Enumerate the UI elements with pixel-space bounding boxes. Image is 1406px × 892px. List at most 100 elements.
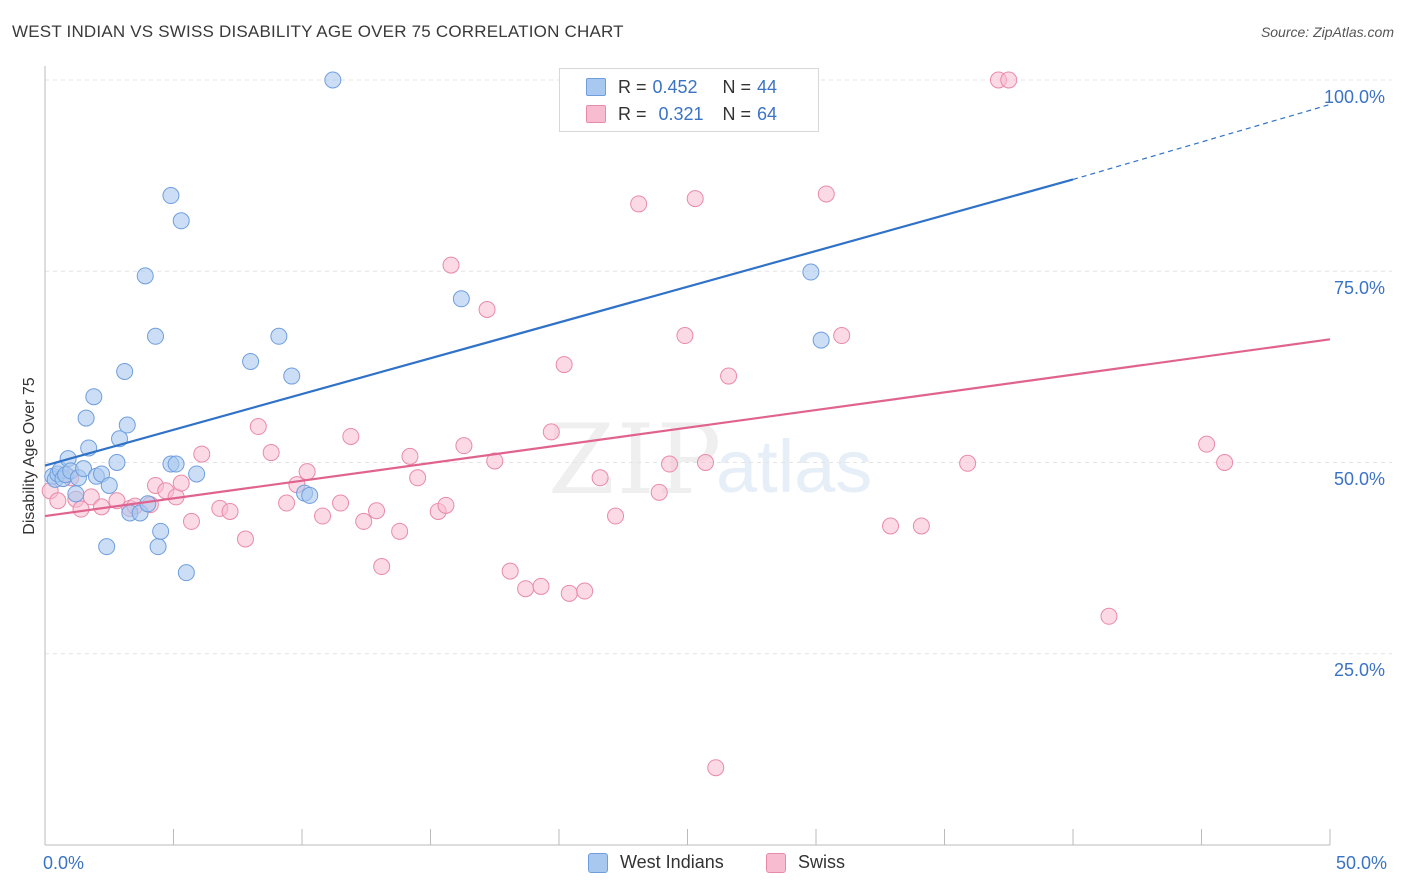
swiss-point (455, 437, 473, 455)
west-indians-point (77, 409, 95, 427)
trend-lines (44, 103, 1331, 518)
legend-label-swiss: Swiss (798, 852, 846, 872)
watermark-zip: ZIP (548, 404, 724, 516)
watermark-atlas: atlas (716, 425, 873, 508)
n-value: 64 (757, 103, 778, 124)
west-indians-point (136, 267, 154, 285)
swiss-point (532, 577, 550, 595)
swiss-point (555, 356, 573, 374)
source-label: Source: ZipAtlas.com (1260, 24, 1394, 40)
swiss-point (193, 445, 211, 463)
west-indians-point (270, 327, 288, 345)
swiss-point (959, 454, 977, 472)
r-value: 0.321 (658, 103, 704, 124)
swiss-point (661, 455, 679, 473)
west-indians-point (177, 564, 195, 582)
west-indians-point (172, 212, 190, 230)
west-indians-point (812, 331, 830, 349)
west-indians-point (67, 485, 85, 503)
west-indians-point (802, 263, 820, 281)
r-label: R = (618, 103, 647, 124)
legend-item-west-indians[interactable]: West Indians (588, 852, 724, 873)
west-indians-point (452, 290, 470, 308)
y-tick-25: 25.0% (1333, 660, 1385, 680)
west-indians-point (149, 538, 167, 556)
west-indians-point (167, 455, 185, 473)
swiss-point (236, 530, 254, 548)
n-label: N = (722, 103, 752, 124)
swiss-point (560, 584, 578, 602)
west-indians-point (118, 416, 136, 434)
x-tick-50: 50.0% (1336, 853, 1388, 873)
west-indians-point (242, 353, 260, 371)
swiss-point (342, 427, 360, 445)
y-axis-label: Disability Age Over 75 (21, 377, 38, 535)
west-indians-point (188, 465, 206, 483)
swiss-point (686, 190, 704, 208)
swiss-point (1198, 435, 1216, 453)
west-indians-point (116, 362, 134, 380)
swiss-point (650, 483, 668, 501)
chart-title: WEST INDIAN VS SWISS DISABILITY AGE OVER… (12, 22, 624, 41)
swiss-point (409, 469, 427, 487)
y-tick-75: 75.0% (1333, 278, 1385, 298)
swiss-point (298, 463, 316, 481)
west-indians-point (162, 187, 180, 205)
swiss-point (478, 301, 496, 318)
axes (44, 66, 1331, 846)
west-indians-point (139, 495, 157, 513)
swiss-point (1000, 71, 1018, 89)
swiss-point (391, 522, 409, 540)
west-indians-point (301, 486, 319, 504)
swiss-point (707, 759, 725, 777)
swiss-point (442, 256, 460, 274)
swiss-point (676, 327, 694, 345)
swiss-point (355, 512, 373, 530)
swiss-point (1100, 607, 1118, 625)
swiss-swatch (766, 852, 786, 873)
west-indians-trend-extension (1072, 103, 1331, 181)
legend-row-west-indians: R = 0.452 N = 44 (586, 75, 777, 99)
swiss-point (912, 517, 930, 535)
west-indians-swatch (586, 78, 606, 96)
west-indians-point (147, 327, 165, 345)
swiss-point (278, 494, 296, 512)
r-label: R = (618, 76, 647, 97)
swiss-point (314, 507, 332, 525)
series-legend: West Indians Swiss (0, 852, 1406, 878)
swiss-point (401, 447, 419, 465)
swiss-point (501, 562, 519, 580)
west-indians-trend-line (44, 178, 1074, 467)
swiss-point (882, 517, 900, 535)
swiss-point (221, 502, 239, 520)
swiss-point (262, 444, 280, 462)
swiss-point (630, 195, 648, 213)
series-swiss (41, 71, 1234, 777)
west-indians-point (108, 454, 126, 471)
series-west-indians (44, 71, 830, 582)
west-indians-point (100, 476, 118, 494)
swiss-point (182, 512, 200, 530)
swiss-point (696, 454, 714, 471)
r-value: 0.452 (652, 76, 698, 97)
west-indians-point (324, 71, 342, 89)
swiss-point (373, 558, 391, 576)
swiss-point (576, 582, 594, 600)
swiss-point (332, 494, 350, 512)
swiss-point (591, 469, 609, 487)
swiss-point (607, 507, 625, 525)
swiss-point (817, 185, 835, 203)
west-indians-swatch (588, 852, 608, 873)
swiss-point (833, 327, 851, 345)
legend-item-swiss[interactable]: Swiss (766, 852, 845, 873)
swiss-trend-line (44, 338, 1331, 518)
west-indians-point (152, 522, 170, 540)
west-indians-point (283, 367, 301, 385)
west-indians-point (85, 388, 103, 406)
y-tick-50: 50.0% (1333, 469, 1385, 489)
west-indians-point (98, 538, 116, 556)
swiss-swatch (586, 105, 606, 123)
swiss-point (172, 474, 190, 492)
swiss-point (1216, 454, 1234, 471)
